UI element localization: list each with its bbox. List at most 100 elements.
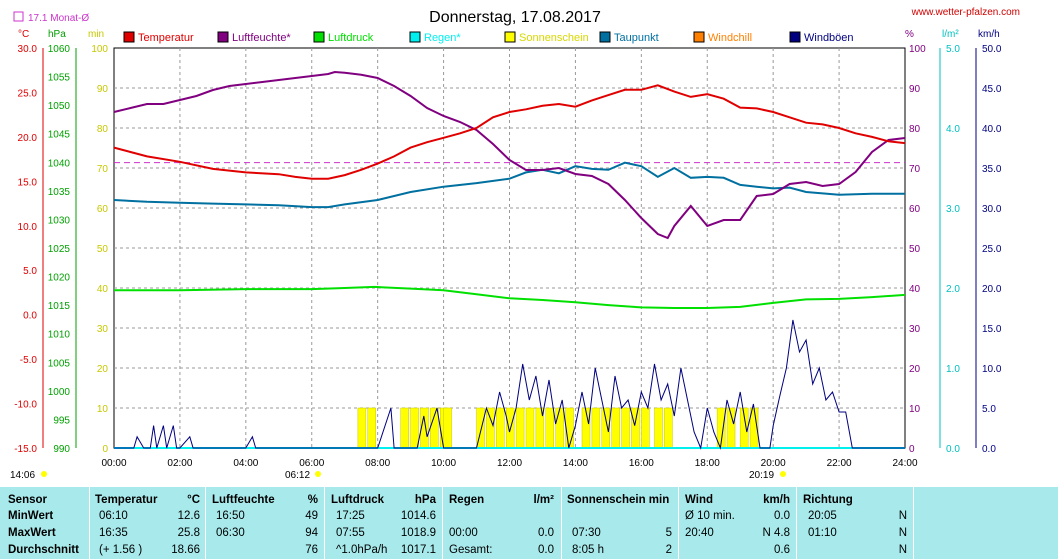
x-tick-label: 08:00	[365, 458, 390, 469]
temp-time: 16:35	[99, 527, 128, 539]
minutes-unit: min	[88, 29, 104, 40]
sunset-icon	[780, 471, 786, 477]
sunshine-bar	[565, 407, 574, 449]
temp-tick-label: 20.0	[18, 133, 38, 144]
row-label: MinWert	[8, 510, 54, 522]
pressure-tick-label: 1005	[48, 358, 71, 369]
pressure-tick-label: 1040	[48, 158, 71, 169]
x-tick-label: 06:00	[299, 458, 324, 469]
legend-label: Temperatur	[138, 32, 194, 44]
separator	[205, 487, 206, 559]
x-tick-label: 10:00	[431, 458, 456, 469]
x-tick-label: 00:00	[101, 458, 126, 469]
legend-label: Sonnenschein	[519, 32, 589, 44]
dir-value: N	[898, 527, 907, 539]
temp-value: 12.6	[177, 510, 200, 522]
sunrise-label: 06:12	[285, 470, 310, 481]
hum-time: 16:50	[216, 510, 245, 522]
pressure-tick-label: 1030	[48, 215, 71, 226]
hum-value: 49	[305, 510, 318, 522]
press-time: 17:25	[336, 510, 365, 522]
dewpoint-line	[113, 161, 905, 209]
pressure-unit: hPa	[48, 29, 66, 40]
percent-tick-label: 60	[909, 204, 921, 215]
pressure-tick-label: 1055	[48, 73, 71, 84]
minutes-tick-label: 10	[97, 404, 109, 415]
temp-time: 06:10	[99, 510, 128, 522]
sun-time: 07:30	[572, 527, 601, 539]
temperature-header: Temperatur	[95, 494, 158, 506]
pressure-tick-label: 1020	[48, 273, 71, 284]
percent-tick-label: 70	[909, 164, 921, 175]
legend-swatch	[313, 31, 325, 43]
wind-tick-label: 50.0	[982, 44, 1002, 55]
pressure-line	[114, 285, 906, 309]
x-tick-label: 20:00	[761, 458, 786, 469]
sunshine-bar	[545, 407, 555, 449]
website-link[interactable]: www.wetter-pfalzen.com	[911, 7, 1020, 18]
chart-title: Donnerstag, 17.08.2017	[429, 9, 601, 26]
minutes-tick-label: 50	[97, 244, 109, 255]
sunshine-bar	[525, 407, 535, 449]
temp-tick-label: 30.0	[18, 44, 38, 55]
separator	[561, 487, 562, 559]
percent-tick-label: 30	[909, 324, 921, 335]
temp-time: (+ 1.56 )	[99, 544, 143, 556]
x-tick-label: 12:00	[497, 458, 522, 469]
row-label: MaxWert	[8, 527, 56, 539]
x-tick-label: 04:00	[233, 458, 258, 469]
wind-tick-label: 5.0	[982, 404, 996, 415]
sunshine-bar	[664, 407, 673, 449]
minutes-tick-label: 70	[97, 164, 109, 175]
separator	[796, 487, 797, 559]
legend: Temperatur Luftfeuchte* Luftdruck Regen* Son…	[123, 31, 854, 44]
sunshine-bar	[515, 407, 525, 449]
monthly-avg-marker-icon	[13, 11, 24, 22]
axes: 30.0 25.0 20.0 15.0 10.0 5.0 0.0 -5.0 -10.0 -15.0…	[14, 44, 1002, 469]
wind-tick-label: 30.0	[982, 204, 1002, 215]
legend-label: Windchill	[708, 32, 752, 44]
pressure-unit-header: hPa	[414, 494, 436, 506]
dir-value: N	[898, 544, 907, 556]
press-value: 1018.9	[400, 527, 436, 539]
sunshine-bar	[654, 407, 663, 449]
hum-value: 76	[305, 544, 318, 556]
rain-tick-label: 4.0	[946, 124, 960, 135]
wind-tick-label: 45.0	[982, 84, 1002, 95]
x-tick-label: 02:00	[167, 458, 192, 469]
minutes-tick-label: 80	[97, 124, 109, 135]
x-tick-label: 14:00	[563, 458, 588, 469]
x-tick-label: 16:00	[629, 458, 654, 469]
separator	[442, 487, 443, 559]
percent-tick-label: 40	[909, 284, 921, 295]
separator	[913, 487, 914, 559]
humidity-unit-header: %	[307, 494, 318, 506]
rain-time: 00:00	[449, 527, 478, 539]
press-value: 1017.1	[400, 544, 436, 556]
sunrise-icon	[315, 471, 321, 477]
press-time: 07:55	[336, 527, 365, 539]
monthly-avg-label: 17.1 Monat-Ø	[28, 13, 89, 24]
minutes-tick-label: 100	[91, 44, 108, 55]
wind-tick-label: 10.0	[982, 364, 1002, 375]
wind-header: Wind	[685, 494, 713, 506]
wind-value: 0.6	[774, 544, 790, 556]
humidity-line	[113, 70, 906, 240]
percent-tick-label: 0	[909, 444, 915, 455]
legend-swatch	[123, 31, 135, 43]
rain-header: Regen	[449, 494, 485, 506]
wind-time: Ø 10 min.	[685, 510, 735, 522]
x-tick-label: 24:00	[892, 458, 917, 469]
pressure-tick-label: 1015	[48, 301, 71, 312]
minutes-tick-label: 90	[97, 84, 109, 95]
temp-tick-label: 25.0	[18, 88, 38, 99]
pressure-tick-label: 1010	[48, 330, 71, 341]
hum-time: 06:30	[216, 527, 245, 539]
humidity-header: Luftfeuchte	[212, 494, 275, 506]
minutes-tick-label: 60	[97, 204, 109, 215]
wind-time: 20:40	[685, 527, 714, 539]
legend-swatch	[599, 31, 611, 43]
pressure-tick-label: 1045	[48, 130, 71, 141]
grid-lines	[114, 48, 905, 448]
wind-tick-label: 25.0	[982, 244, 1002, 255]
